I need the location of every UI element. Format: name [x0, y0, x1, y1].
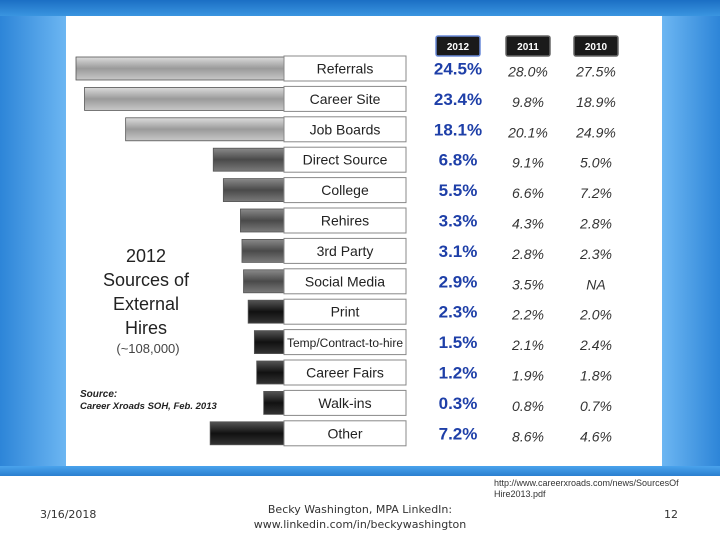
- value-2012-10: 1.2%: [439, 364, 478, 383]
- category-box-0: [283, 55, 407, 82]
- category-label-10: Career Fairs: [306, 365, 384, 381]
- value-2010-1: 18.9%: [576, 94, 616, 110]
- value-2012-6: 3.1%: [439, 242, 478, 261]
- value-2012-0: 24.5%: [434, 60, 482, 79]
- year-badge-2012: [435, 35, 481, 57]
- value-2010-4: 7.2%: [580, 185, 612, 201]
- value-2011-5: 4.3%: [512, 216, 544, 232]
- value-2012-7: 2.9%: [439, 272, 478, 291]
- page-number: 12: [664, 508, 678, 521]
- value-2010-9: 2.4%: [579, 337, 612, 353]
- chart-title-line-3: Hires: [125, 318, 167, 338]
- left-blue-margin: [0, 16, 66, 466]
- source-label: Source:: [80, 389, 117, 400]
- right-blue-margin: [662, 16, 720, 466]
- value-2010-2: 24.9%: [575, 124, 616, 140]
- footer-author-line1: Becky Washington, MPA LinkedIn:: [267, 503, 453, 516]
- value-2011-6: 2.8%: [511, 246, 544, 262]
- value-2010-8: 2.0%: [579, 307, 612, 323]
- category-label-1: Career Site: [310, 91, 381, 107]
- value-2012-2: 18.1%: [434, 120, 482, 139]
- category-box-5: [283, 207, 407, 234]
- value-2010-0: 27.5%: [575, 64, 616, 80]
- value-2012-11: 0.3%: [439, 394, 478, 413]
- year-badge-2011: [505, 35, 551, 57]
- category-label-5: Rehires: [321, 213, 369, 229]
- value-2010-6: 2.3%: [579, 246, 612, 262]
- value-2011-7: 3.5%: [512, 276, 544, 292]
- sources-of-hire-chart: 2012 2011 2010 Referrals 24.5% 28.0% 27.5% Care…: [75, 35, 619, 447]
- value-2011-12: 8.6%: [512, 428, 544, 444]
- category-box-9: [283, 329, 407, 356]
- top-band: [0, 0, 720, 16]
- chart-image: 2012 2011 2010 Referrals 24.5% 28.0% 27.5% Care…: [66, 16, 662, 466]
- category-label-12: Other: [327, 425, 362, 441]
- value-2012-1: 23.4%: [434, 90, 482, 109]
- value-2011-0: 28.0%: [507, 64, 548, 80]
- value-2012-5: 3.3%: [439, 212, 478, 231]
- year-badge-2010: [573, 35, 619, 57]
- category-label-6: 3rd Party: [317, 243, 374, 259]
- footer-date: 3/16/2018: [40, 508, 97, 521]
- value-2012-3: 6.8%: [439, 151, 478, 170]
- value-2012-12: 7.2%: [439, 424, 478, 443]
- footer-source-url-text[interactable]: http://www.careerxroads.com/news/Sources…: [494, 478, 679, 499]
- year-label-2012: 2012: [447, 42, 470, 53]
- value-2012-8: 2.3%: [439, 303, 478, 322]
- category-label-0: Referrals: [317, 61, 374, 77]
- chart-title-line-1: Sources of: [103, 270, 190, 290]
- category-label-7: Social Media: [305, 273, 385, 289]
- category-label-8: Print: [331, 304, 360, 320]
- bottom-band: [0, 466, 720, 476]
- category-box-7: [283, 268, 407, 295]
- category-label-9: Temp/Contract-to-hire: [287, 338, 403, 350]
- chart-title-line-2: External: [113, 294, 179, 314]
- value-2011-9: 2.1%: [511, 337, 544, 353]
- category-label-2: Job Boards: [310, 121, 381, 137]
- category-label-11: Walk-ins: [318, 395, 371, 411]
- value-2011-8: 2.2%: [511, 307, 544, 323]
- category-box-4: [283, 177, 407, 204]
- category-box-10: [283, 359, 407, 386]
- footer-source-url[interactable]: http://www.careerxroads.com/news/Sources…: [494, 478, 684, 500]
- category-box-3: [283, 146, 407, 173]
- value-2010-11: 0.7%: [580, 398, 612, 414]
- value-2010-12: 4.6%: [580, 428, 612, 444]
- value-2011-1: 9.8%: [512, 94, 544, 110]
- source-text: Career Xroads SOH, Feb. 2013: [80, 401, 217, 412]
- value-2012-9: 1.5%: [439, 333, 478, 352]
- category-box-6: [283, 237, 407, 264]
- value-2011-4: 6.6%: [512, 185, 544, 201]
- chart-title-line-0: 2012: [126, 246, 166, 266]
- footer-author: Becky Washington, MPA LinkedIn: www.link…: [250, 502, 470, 532]
- category-box-2: [283, 116, 407, 143]
- value-2011-10: 1.9%: [512, 368, 544, 384]
- category-box-8: [283, 298, 407, 325]
- year-label-2010: 2010: [585, 42, 608, 53]
- value-2011-2: 20.1%: [507, 124, 548, 140]
- value-2010-10: 1.8%: [580, 368, 612, 384]
- category-box-12: [283, 420, 407, 447]
- year-label-2011: 2011: [517, 42, 539, 53]
- value-2012-4: 5.5%: [439, 181, 478, 200]
- category-label-3: Direct Source: [303, 152, 388, 168]
- category-label-4: College: [321, 182, 369, 198]
- category-box-11: [283, 389, 407, 416]
- footer-author-line2: www.linkedin.com/in/beckywashington: [253, 518, 467, 531]
- value-2010-3: 5.0%: [580, 155, 612, 171]
- value-2010-7: NA: [586, 276, 605, 292]
- value-2011-3: 9.1%: [512, 155, 544, 171]
- chart-subtitle: (~108,000): [116, 341, 179, 356]
- value-2010-5: 2.8%: [579, 216, 612, 232]
- category-box-1: [283, 85, 407, 112]
- value-2011-11: 0.8%: [512, 398, 544, 414]
